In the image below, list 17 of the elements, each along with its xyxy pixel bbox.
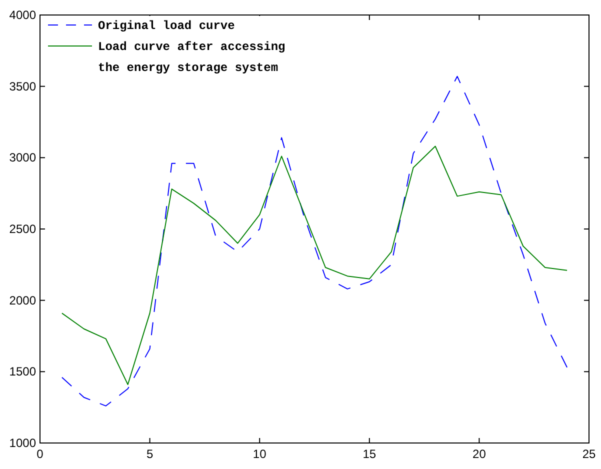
x-tick-label: 15 [362, 447, 376, 461]
y-tick-label: 4000 [9, 8, 36, 22]
y-tick-label: 3000 [9, 150, 36, 165]
x-tick-label: 5 [146, 447, 154, 461]
x-tick-label: 25 [582, 447, 596, 461]
y-tick-label: 1500 [9, 364, 36, 379]
y-tick-label: 2500 [9, 222, 36, 236]
legend-label: Original load curve [98, 19, 235, 33]
y-tick-label: 2000 [9, 293, 36, 308]
line-series [61, 146, 568, 386]
line-series [61, 76, 568, 406]
legend-label: Load curve after accessing the energy storage system [98, 40, 286, 75]
x-tick-label: 10 [252, 447, 267, 461]
x-tick-label: 0 [36, 447, 44, 461]
y-tick-label: 1000 [9, 436, 36, 450]
y-tick-label: 3500 [9, 79, 36, 94]
x-tick-label: 20 [472, 447, 486, 461]
